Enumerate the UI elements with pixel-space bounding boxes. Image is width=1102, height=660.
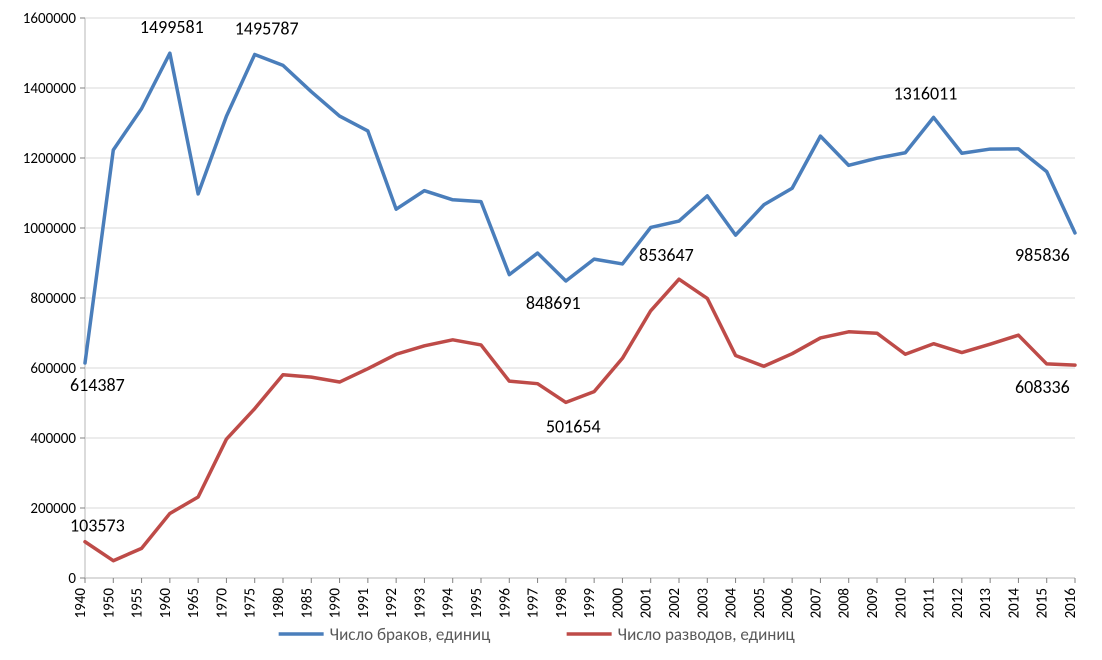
x-tick-label: 1940 [72, 588, 90, 619]
x-tick-label: 1950 [100, 588, 118, 619]
x-tick-label: 1980 [270, 588, 288, 619]
y-tick-label: 1600000 [23, 10, 77, 28]
x-tick-label: 1996 [496, 588, 514, 619]
x-tick-label: 1970 [213, 588, 231, 619]
x-tick-label: 2001 [638, 588, 656, 618]
x-tick-label: 1990 [327, 588, 345, 619]
data-label: 985836 [1015, 244, 1070, 266]
x-tick-label: 1998 [553, 588, 571, 618]
x-tick-label: 1955 [129, 588, 147, 618]
data-label: 608336 [1015, 376, 1070, 398]
x-tick-label: 1975 [242, 588, 260, 618]
x-tick-label: 2010 [892, 588, 910, 619]
x-tick-label: 2000 [609, 588, 627, 619]
x-tick-label: 1999 [581, 588, 599, 619]
y-tick-label: 1200000 [23, 150, 77, 168]
legend-label: Число браков, единиц [330, 624, 491, 645]
x-tick-label: 2008 [836, 588, 854, 618]
x-tick-label: 1992 [383, 588, 401, 618]
y-tick-label: 0 [68, 570, 76, 588]
y-tick-label: 400000 [30, 430, 76, 448]
y-tick-label: 1000000 [23, 220, 77, 238]
data-label: 1499581 [140, 16, 204, 38]
data-label: 103573 [70, 515, 125, 537]
x-tick-label: 1993 [411, 588, 429, 619]
x-tick-label: 2012 [949, 588, 967, 618]
x-tick-label: 2003 [694, 588, 712, 619]
x-tick-label: 2002 [666, 588, 684, 618]
data-label: 1495787 [235, 17, 299, 39]
x-tick-label: 1995 [468, 588, 486, 618]
x-tick-label: 2007 [807, 588, 825, 619]
x-tick-label: 1985 [298, 588, 316, 618]
x-tick-label: 2016 [1062, 588, 1080, 619]
x-tick-label: 2004 [723, 588, 741, 619]
x-tick-label: 1997 [525, 588, 543, 619]
x-tick-label: 1994 [440, 588, 458, 619]
data-label: 614387 [70, 374, 125, 396]
x-tick-label: 1965 [185, 588, 203, 618]
x-tick-label: 2006 [779, 588, 797, 619]
x-tick-label: 2011 [921, 588, 939, 618]
x-tick-label: 2005 [751, 588, 769, 618]
legend-label: Число разводов, единиц [618, 624, 795, 645]
x-tick-label: 2014 [1005, 588, 1023, 619]
marriages-divorces-chart: 0200000400000600000800000100000012000001… [0, 0, 1102, 660]
x-tick-label: 2013 [977, 588, 995, 619]
data-label: 853647 [639, 244, 694, 266]
x-tick-label: 1960 [157, 588, 175, 619]
data-label: 501654 [546, 415, 601, 437]
x-tick-label: 1991 [355, 588, 373, 618]
x-tick-label: 2009 [864, 588, 882, 619]
data-label: 848691 [526, 292, 581, 314]
x-tick-label: 2015 [1034, 588, 1052, 618]
y-tick-label: 800000 [30, 290, 76, 308]
y-tick-label: 1400000 [23, 80, 77, 98]
data-label: 1316011 [894, 82, 958, 104]
